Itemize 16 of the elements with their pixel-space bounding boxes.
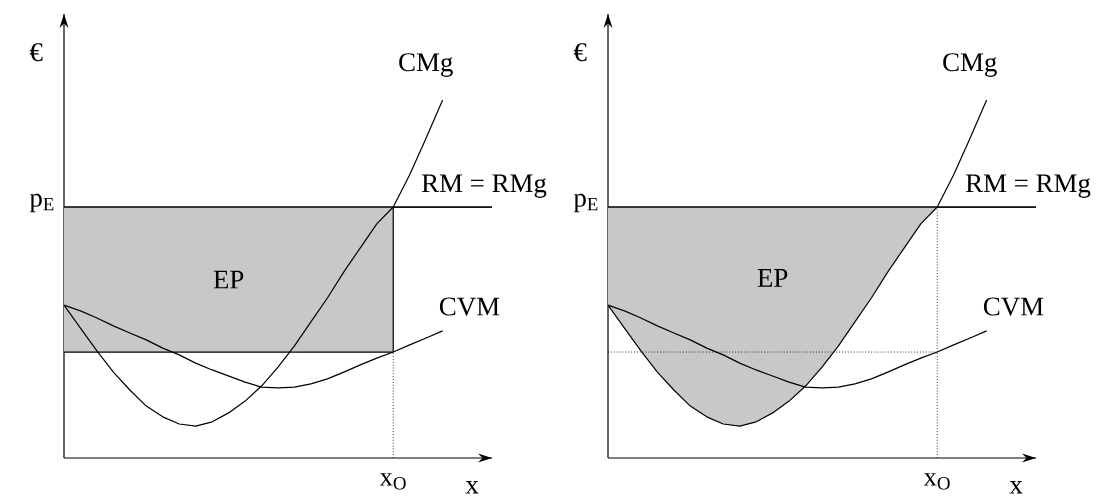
series-label: RM = RMg — [421, 174, 547, 198]
text: x$_{O}$ — [379, 473, 406, 490]
text: x$_{O}$ — [923, 473, 950, 490]
ref-line-label: p$_{E}$ — [573, 193, 598, 213]
series-label: CMg — [943, 53, 997, 77]
x-axis-title: x — [465, 481, 479, 494]
x-axis-title: x — [1009, 481, 1023, 494]
series-label: CVM — [983, 297, 1044, 316]
series-label: RM = RMg — [965, 174, 1091, 198]
series-label: CVM — [439, 297, 500, 316]
annotation: EP — [757, 269, 788, 287]
y-axis-title: € — [29, 43, 43, 62]
ref-line-label: p$_{E}$ — [29, 193, 54, 213]
y-axis-title: € — [573, 43, 587, 62]
annotation: EP — [213, 270, 244, 289]
series-label: CMg — [399, 53, 453, 77]
